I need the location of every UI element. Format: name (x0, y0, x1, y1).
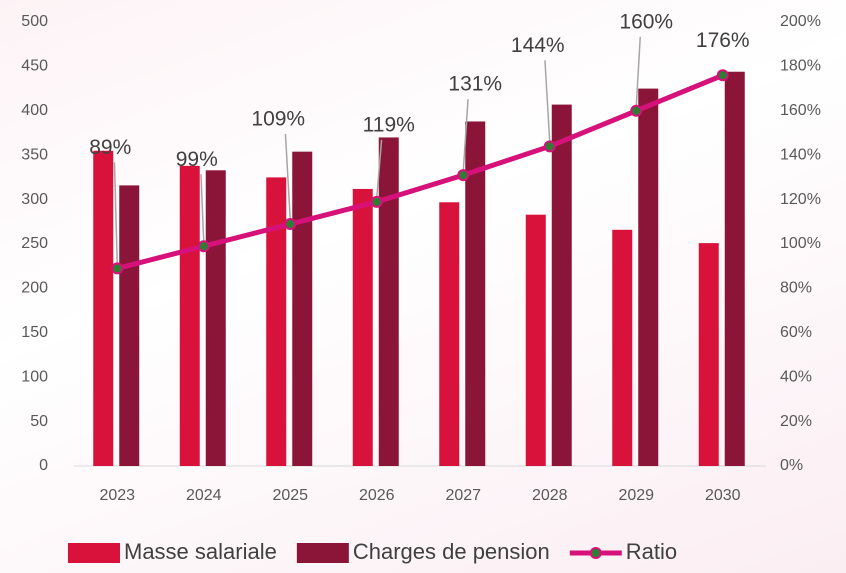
y2-tick-label: 180% (780, 58, 821, 75)
x-tick-label: 2023 (99, 487, 135, 504)
data-label: 99% (176, 148, 218, 171)
ratio-marker (716, 69, 729, 82)
y2-tick-label: 0% (780, 457, 803, 474)
legend-swatch (296, 543, 349, 563)
data-label: 144% (511, 34, 565, 57)
data-label: 160% (619, 10, 673, 33)
leader-line (544, 60, 551, 143)
ratio-line (116, 72, 724, 271)
x-tick-label: 2025 (272, 487, 308, 504)
y-tick-label: 50 (30, 413, 48, 430)
y-tick-label: 0 (39, 457, 48, 474)
y2-tick-label: 40% (780, 368, 812, 385)
y-tick-label: 450 (21, 58, 48, 75)
ratio-marker (197, 240, 210, 253)
leader-line (113, 162, 118, 265)
data-label: 89% (89, 136, 131, 159)
bar (352, 188, 373, 466)
leader-line (376, 139, 383, 198)
bar (179, 165, 200, 466)
bar (266, 177, 287, 466)
x-tick-label: 2028 (532, 487, 568, 504)
y2-tick-label: 60% (780, 324, 812, 341)
y2-tick-label: 200% (780, 13, 821, 30)
ratio-marker (284, 218, 297, 231)
x-tick-label: 2024 (186, 487, 222, 504)
bar (378, 137, 399, 466)
leader-line (200, 174, 205, 243)
bar (93, 150, 114, 466)
x-tick-label: 2026 (359, 487, 395, 504)
x-tick-label: 2029 (618, 487, 654, 504)
y-tick-label: 150 (21, 324, 48, 341)
y2-tick-label: 20% (780, 413, 812, 430)
bar (439, 202, 460, 466)
data-label: 176% (696, 29, 750, 52)
ratio-marker (457, 169, 470, 182)
ratio-marker (111, 262, 124, 275)
legend-label: Ratio (626, 539, 677, 564)
y2-tick-label: 100% (780, 235, 821, 252)
leader-line (635, 36, 641, 107)
bar (551, 104, 572, 467)
y2-tick-label: 120% (780, 191, 821, 208)
bar (612, 229, 633, 466)
data-label: 119% (363, 113, 415, 136)
bar (205, 170, 226, 466)
bar (638, 88, 659, 466)
y-tick-label: 300 (21, 191, 48, 208)
legend-swatch (68, 543, 120, 563)
leader-line (462, 99, 469, 172)
ratio-marker (543, 140, 556, 153)
y-tick-label: 400 (21, 102, 48, 119)
ratio-marker (370, 195, 383, 208)
data-label: 131% (448, 73, 502, 96)
legend-label: Masse salariale (124, 539, 277, 564)
bar (698, 243, 719, 466)
bar (119, 185, 140, 466)
legend-swatch (589, 547, 602, 559)
x-tick-label: 2030 (705, 487, 741, 504)
y2-tick-label: 80% (780, 280, 812, 297)
y2-tick-label: 160% (780, 102, 821, 119)
y-tick-label: 350 (21, 146, 48, 163)
legend-label: Charges de pension (353, 539, 550, 564)
y-tick-label: 200 (21, 280, 48, 297)
bar (292, 151, 313, 466)
y-tick-label: 100 (21, 368, 48, 385)
ratio-marker (630, 104, 643, 117)
y-tick-label: 500 (21, 13, 48, 30)
bar (724, 71, 745, 466)
data-label: 109% (251, 108, 305, 131)
leader-line (284, 133, 291, 221)
bar (465, 121, 486, 467)
y-tick-label: 250 (21, 235, 48, 252)
bar (525, 214, 546, 466)
x-tick-label: 2027 (445, 487, 481, 504)
y2-tick-label: 140% (780, 146, 821, 163)
